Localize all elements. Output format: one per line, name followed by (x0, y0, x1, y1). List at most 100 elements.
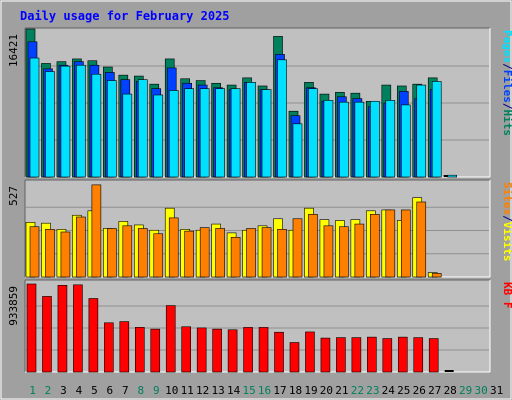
x-tick-label-30: 30 (475, 384, 488, 397)
x-tick-label-24: 24 (382, 384, 396, 397)
x-tick-label-3: 3 (60, 384, 67, 397)
bar-kb-f-day-10 (165, 305, 176, 373)
bar-pages-day-5 (91, 73, 102, 178)
x-tick-label-20: 20 (320, 384, 333, 397)
y-max-label: 16421 (7, 34, 20, 67)
bar-sites-day-26 (416, 201, 427, 278)
x-tick-label-7: 7 (122, 384, 129, 397)
bar-kb-f-day-28 (444, 370, 454, 372)
bar-kb-f-day-6 (104, 322, 114, 373)
x-tick-label-13: 13 (212, 384, 225, 397)
x-tick-label-16: 16 (258, 384, 271, 397)
side-legend-part: / (501, 63, 512, 70)
bar-sites-day-17 (277, 229, 287, 278)
bar-kb-f-day-11 (181, 326, 191, 373)
x-tick-label-31: 31 (490, 384, 503, 397)
bar-kb-f-day-3 (57, 285, 68, 373)
bar-sites-day-6 (107, 228, 117, 278)
x-tick-label-1: 1 (29, 384, 36, 397)
bar-kb-f-day-22 (351, 337, 362, 373)
x-tick-label-14: 14 (227, 384, 241, 397)
side-legend-part: / (501, 215, 512, 222)
bar-sites-day-3 (60, 231, 71, 278)
x-tick-label-8: 8 (137, 384, 144, 397)
panel-background (25, 280, 490, 372)
x-tick-label-11: 11 (181, 384, 194, 397)
bar-pages-day-13 (215, 88, 225, 178)
bar-sites-day-24 (385, 209, 396, 278)
bar-pages-day-24 (385, 100, 396, 178)
side-legend-part: Visits (501, 222, 512, 262)
bar-sites-day-2 (45, 229, 55, 278)
bar-kb-f-day-13 (212, 328, 222, 373)
bar-pages-day-16 (261, 89, 272, 178)
bar-sites-day-12 (199, 227, 210, 278)
bar-pages-day-14 (230, 88, 241, 178)
bar-kb-f-day-16 (258, 327, 269, 373)
bar-pages-day-2 (45, 71, 55, 178)
bar-sites-day-7 (122, 225, 133, 278)
bar-pages-day-20 (323, 100, 334, 178)
bar-kb-f-day-26 (413, 337, 424, 373)
x-tick-label-10: 10 (165, 384, 178, 397)
bar-sites-day-14 (230, 236, 241, 278)
bar-kb-f-day-4 (73, 284, 83, 373)
x-tick-label-22: 22 (351, 384, 364, 397)
x-tick-label-29: 29 (459, 384, 472, 397)
bar-sites-day-5 (91, 184, 102, 278)
bar-kb-f-day-18 (289, 342, 300, 373)
bar-pages-day-26 (416, 84, 427, 178)
bar-pages-day-10 (168, 90, 179, 178)
bar-sites-day-13 (215, 228, 225, 278)
bar-sites-day-18 (292, 218, 303, 278)
side-legend-part: KB F (501, 282, 512, 309)
bar-pages-day-6 (107, 80, 117, 178)
bar-kb-f-day-8 (134, 327, 145, 373)
bar-pages-day-23 (370, 100, 380, 178)
side-legend-part: Hits (501, 110, 512, 137)
bar-sites-day-8 (137, 228, 148, 278)
bar-kb-f-day-1 (26, 283, 37, 373)
panel-bottom: 933859 KB F (7, 279, 512, 373)
bar-pages-day-27 (431, 81, 442, 178)
side-legend-part: / (501, 103, 512, 110)
x-tick-label-9: 9 (153, 384, 160, 397)
side-legend-label: Pages/Files/Hits (501, 30, 512, 136)
bar-pages-day-7 (122, 93, 133, 178)
side-legend-part: Files (501, 70, 512, 103)
bar-pages-day-22 (354, 101, 365, 178)
bar-kb-f-day-14 (227, 329, 238, 373)
chart-panels: 16421Pages/Files/Hits527Sites/Visits9338… (7, 27, 512, 373)
x-axis-labels: 1 2 3 4 5 6 7 8 9 10 11 12 13 14 15 16 17 18 19 20 21 22 23 24 2… (29, 384, 503, 397)
bar-pages-day-1 (29, 57, 40, 178)
bar-kb-f-day-15 (243, 327, 253, 373)
bar-pages-day-8 (137, 79, 148, 178)
side-legend-label: KB F (501, 282, 512, 309)
bar-kb-f-day-17 (274, 331, 284, 373)
x-tick-label-4: 4 (76, 384, 83, 397)
bar-sites-day-19 (308, 214, 318, 278)
bar-sites-day-27 (431, 273, 442, 278)
bar-sites-day-9 (153, 233, 164, 278)
bar-kb-f-day-7 (119, 321, 130, 373)
x-tick-label-19: 19 (304, 384, 317, 397)
x-tick-label-26: 26 (413, 384, 426, 397)
bar-kb-f-day-20 (320, 337, 331, 373)
panel-middle: 527 Sites/Visits (7, 179, 512, 278)
side-legend-label: Sites/Visits (501, 182, 512, 262)
side-legend-part: Sites (501, 182, 512, 215)
x-tick-label-25: 25 (397, 384, 410, 397)
bar-kb-f-day-12 (196, 327, 207, 373)
x-tick-label-23: 23 (366, 384, 379, 397)
bar-sites-day-23 (370, 214, 380, 278)
bar-pages-day-9 (153, 94, 164, 178)
bar-pages-day-18 (292, 123, 303, 178)
bar-kb-f-day-24 (382, 338, 393, 373)
bar-kb-f-day-25 (397, 336, 408, 373)
side-legend-part: Pages (501, 30, 512, 63)
bar-sites-day-16 (261, 227, 272, 278)
bar-sites-day-21 (339, 226, 349, 278)
bar-pages-day-12 (199, 88, 210, 178)
